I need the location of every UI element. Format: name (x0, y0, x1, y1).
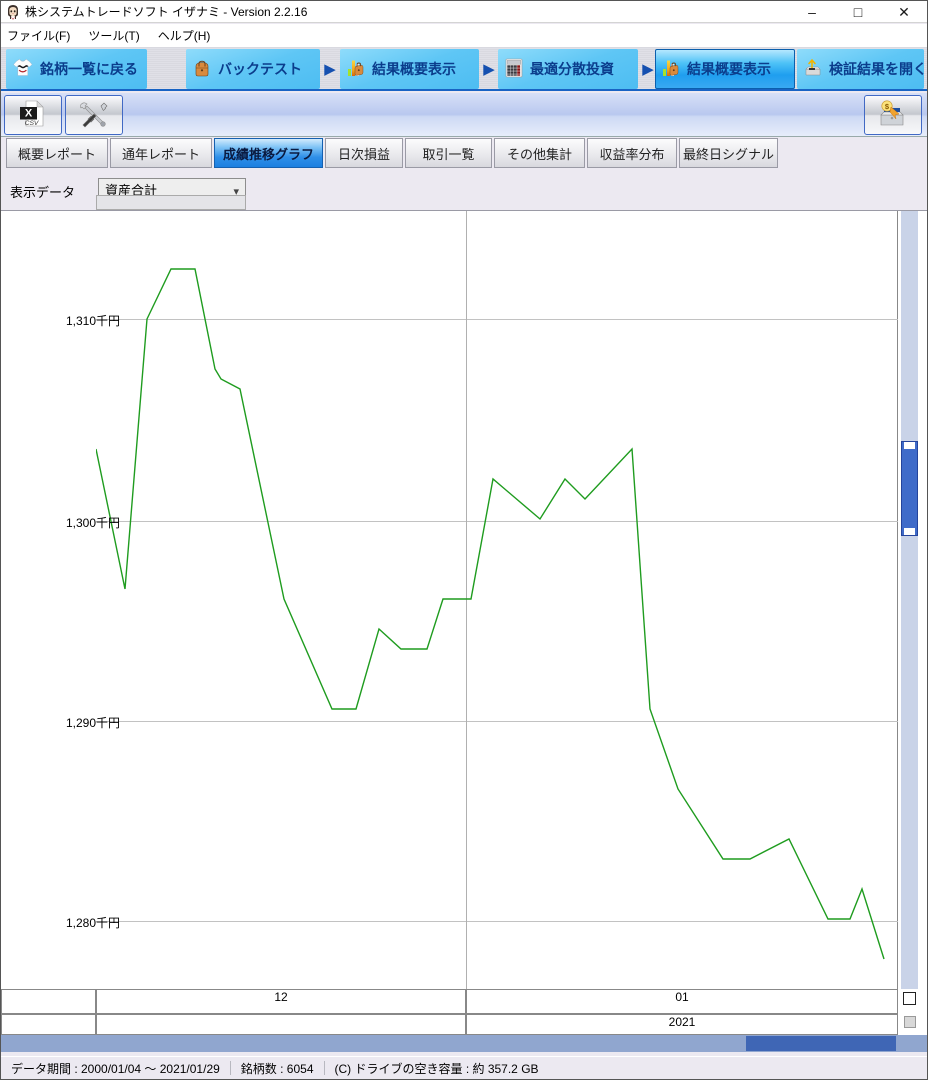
svg-text:X: X (25, 108, 33, 120)
svg-text:CSV: CSV (25, 120, 39, 127)
